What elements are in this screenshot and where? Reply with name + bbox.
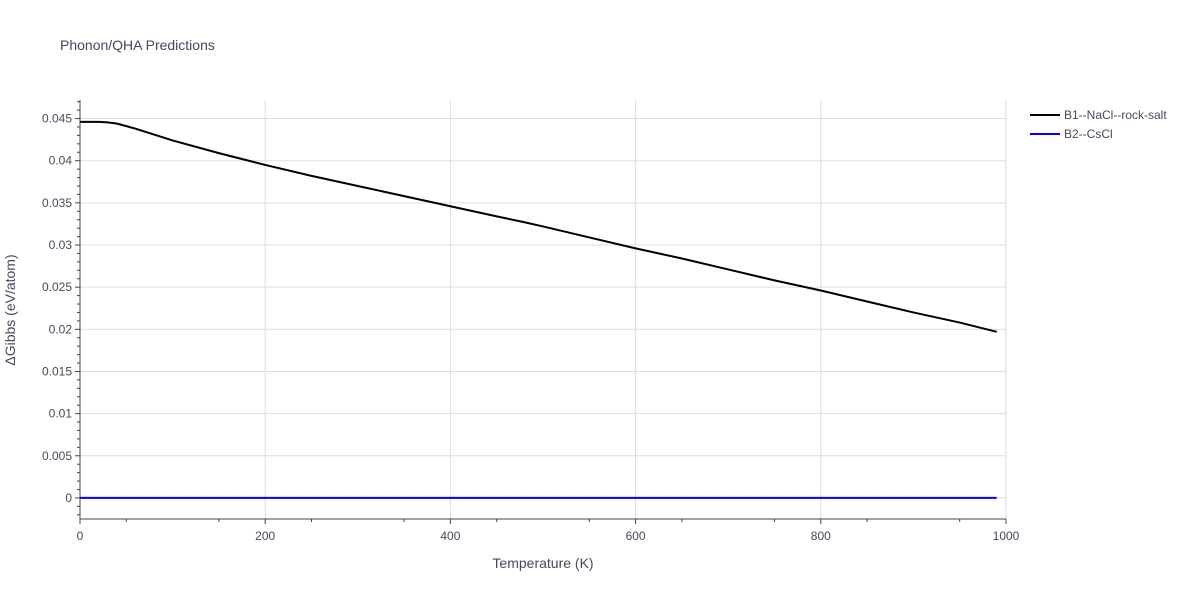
legend-label: B2--CsCl <box>1064 127 1113 141</box>
y-tick-label: 0 <box>65 491 72 505</box>
x-axis-title: Temperature (K) <box>492 555 593 571</box>
y-tick-label: 0.035 <box>42 196 72 210</box>
legend-label: B1--NaCl--rock-salt <box>1064 108 1167 122</box>
x-tick-label: 0 <box>77 529 84 543</box>
axes <box>79 100 1006 520</box>
y-tick-label: 0.025 <box>42 280 72 294</box>
x-tick-label: 200 <box>255 529 275 543</box>
legend-item[interactable]: B2--CsCl <box>1030 127 1113 141</box>
y-tick-label: 0.005 <box>42 449 72 463</box>
y-tick-label: 0.04 <box>49 154 73 168</box>
y-tick-label: 0.045 <box>42 112 72 126</box>
x-tick-label: 1000 <box>993 529 1020 543</box>
y-tick-label: 0.02 <box>49 322 73 336</box>
x-axis-ticks: 0 200 400 600 800 1000 <box>77 519 1020 543</box>
chart-title: Phonon/QHA Predictions <box>60 37 215 53</box>
series-line-1 <box>80 120 997 333</box>
series-lines <box>80 120 997 499</box>
x-tick-label: 800 <box>811 529 831 543</box>
legend[interactable]: B1--NaCl--rock-salt B2--CsCl <box>1030 108 1167 141</box>
x-tick-label: 400 <box>440 529 460 543</box>
x-tick-label: 600 <box>626 529 646 543</box>
y-tick-label: 0.01 <box>49 407 73 421</box>
y-tick-label: 0.015 <box>42 364 72 378</box>
y-axis-ticks: 0 0.005 0.01 0.015 0.02 0.025 0.03 0.035 0.04 0.0… <box>42 101 80 516</box>
y-axis-title: ΔGibbs (eV/atom) <box>2 254 18 365</box>
legend-item[interactable]: B1--NaCl--rock-salt <box>1030 108 1167 122</box>
grid <box>80 100 1007 519</box>
y-tick-label: 0.03 <box>49 238 73 252</box>
